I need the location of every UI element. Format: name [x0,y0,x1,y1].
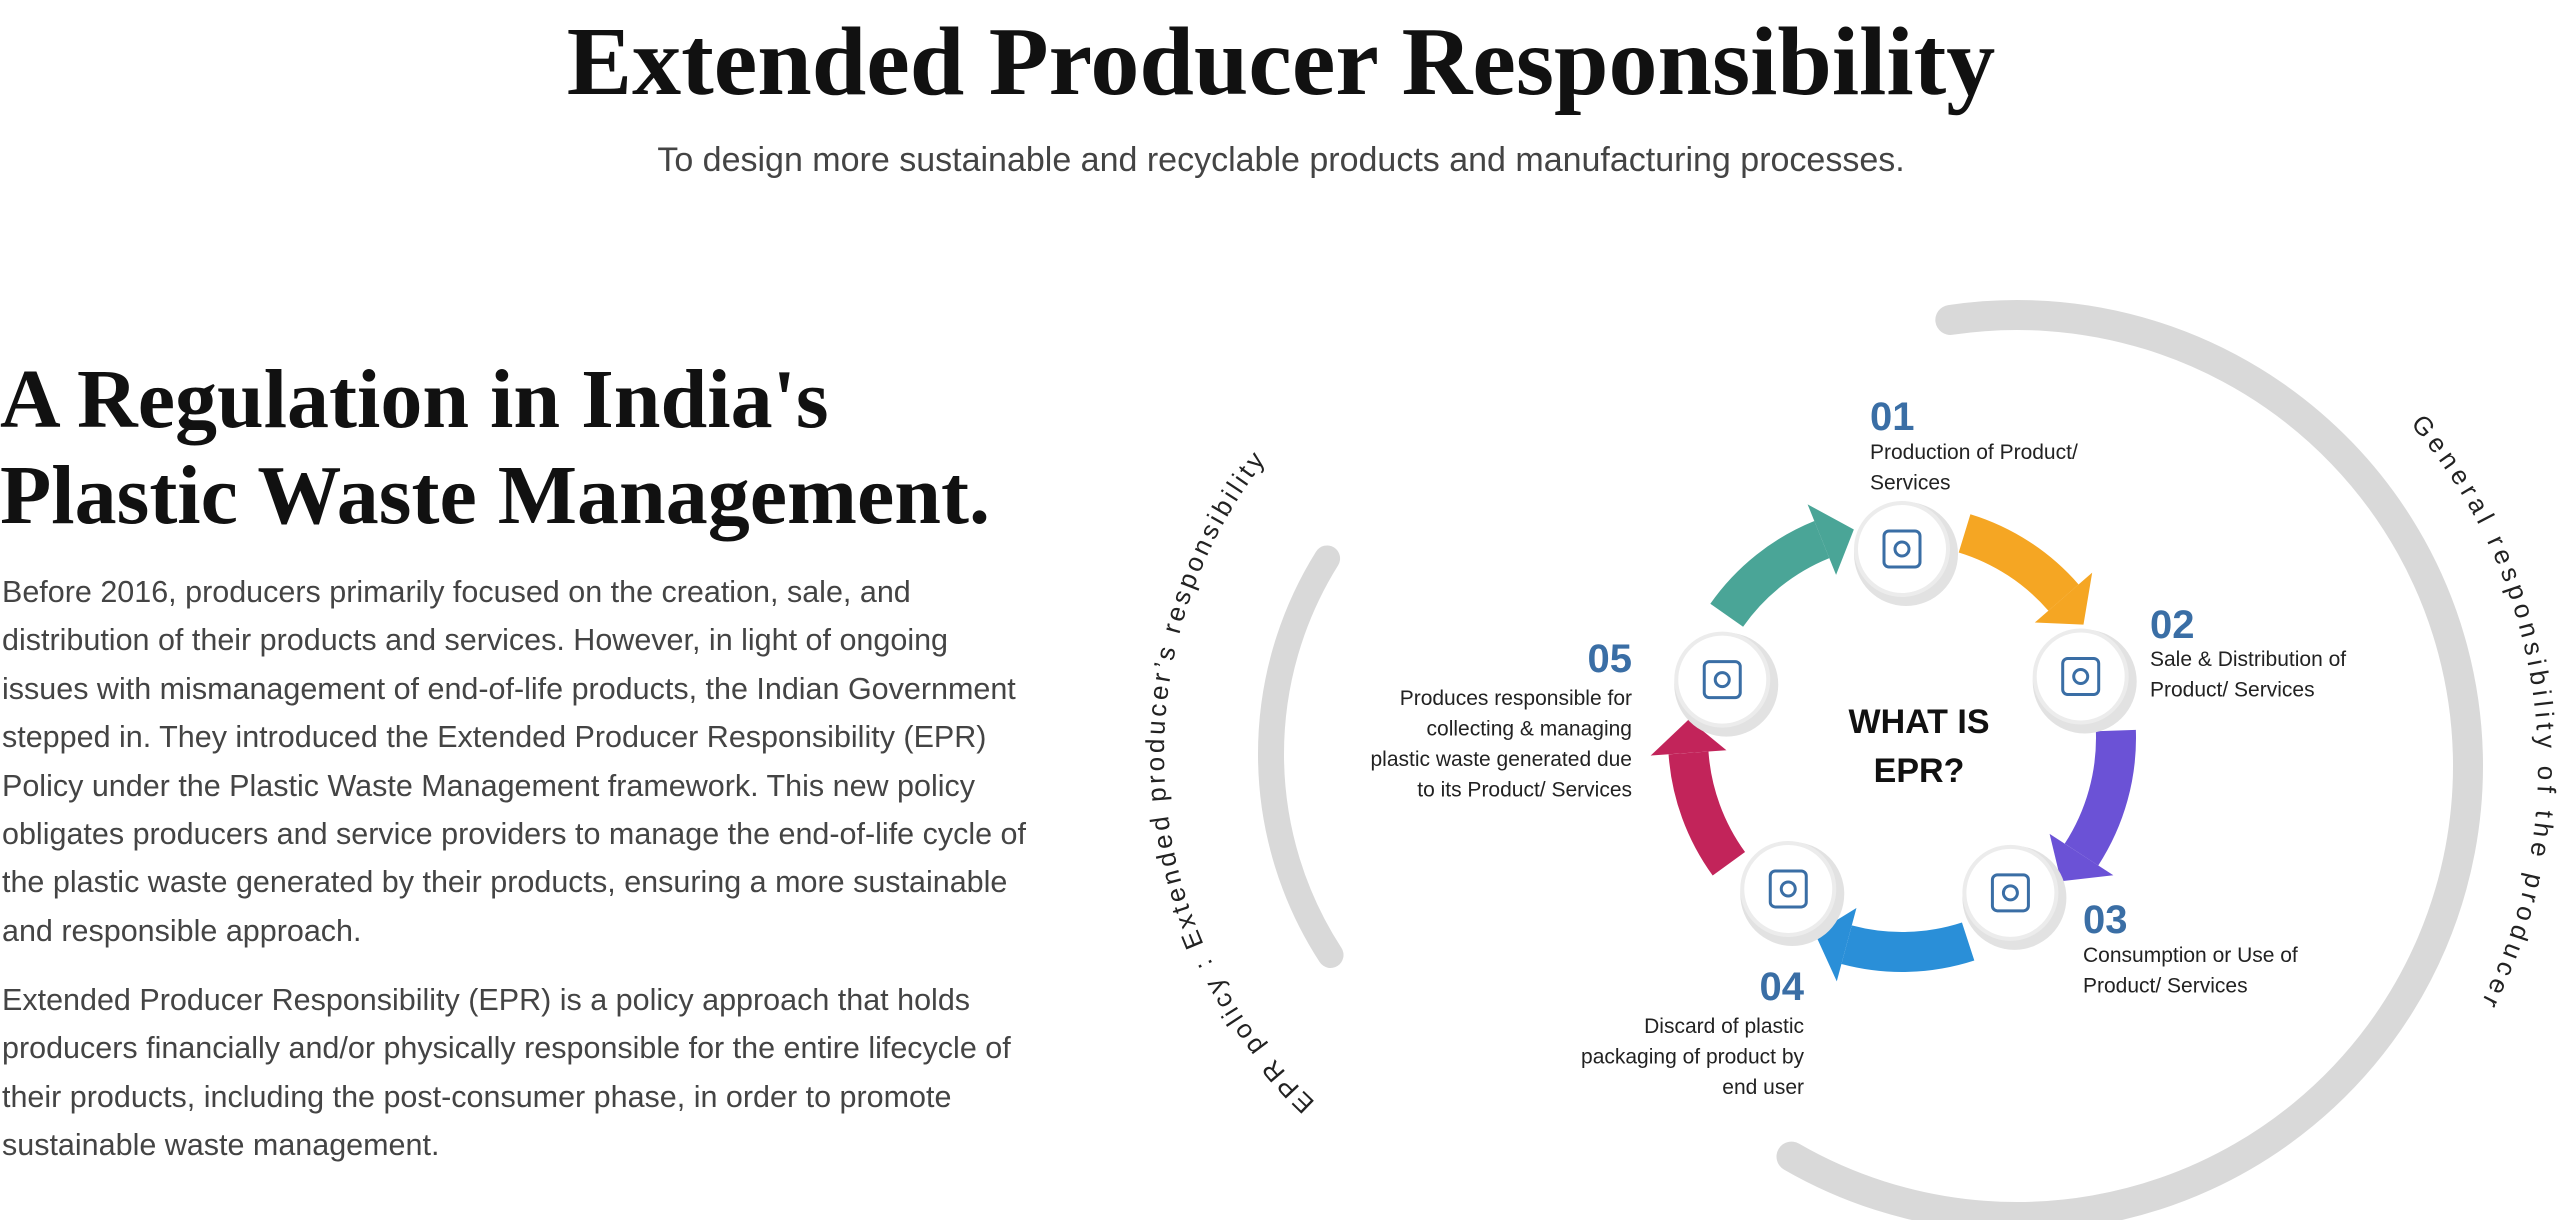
step-label: collecting & managing [1427,718,1632,741]
cycle-arrow [1841,922,1975,972]
page-title: Extended Producer Responsibility [566,8,1996,116]
step-number: 01 [1870,395,1915,439]
cycle [1650,501,2137,982]
paragraph: Extended Producer Responsibility (EPR) i… [2,983,1011,1163]
left-arc-text: EPR policy : Extended producer’s respons… [1140,443,1316,1119]
cycle-arrow [2064,729,2136,866]
step-label: Production of Product/ [1870,441,2078,464]
step-label: end user [1722,1076,1804,1099]
icon [2061,656,2101,696]
heading-line: A Regulation in India's [0,353,829,446]
paragraph: Before 2016, producers primarily focused… [2,575,1026,948]
arrow-head [1807,504,1854,575]
step-number: 03 [2083,898,2128,942]
section-heading: A Regulation in India's Plastic Waste Ma… [0,352,990,544]
step-label: Product/ Services [2083,975,2248,998]
center-text: EPR? [1874,752,1965,790]
step-label: Discard of plastic [1644,1015,1804,1038]
step-label: Produces responsible for [1400,687,1632,710]
right-ring [1776,300,2483,1220]
step-label: to its Product/ Services [1417,779,1632,802]
icon [1768,869,1808,909]
cycle-arrow [1668,751,1746,876]
icon [1702,660,1742,700]
step-number: 05 [1588,637,1633,681]
arrow-head [2049,833,2114,882]
icon-circle [1740,840,1837,937]
heading-line: Plastic Waste Management. [0,449,990,542]
icon-circle [2032,628,2129,725]
icon [1882,529,1922,569]
step-label: Sale & Distribution of [2150,648,2346,671]
step-number: 04 [1760,965,1805,1009]
icon-detail [1779,880,1797,898]
arrow-head [1650,719,1727,756]
page-subtitle: To design more sustainable and recyclabl… [657,141,1905,179]
step-label: Consumption or Use of [2083,944,2298,967]
arrow-head [2034,572,2093,625]
icon-circle [1962,844,2059,941]
step-label: Services [1870,472,1951,495]
arrow-head [1814,908,1857,982]
icon-circle [1674,631,1771,728]
left-arc-label: EPR policy : Extended producer’s respons… [1140,443,1320,1119]
step-number: 02 [2150,603,2195,647]
cycle-arrow [1958,514,2079,612]
icon-detail [1893,540,1911,558]
step-label: plastic waste generated due [1370,748,1632,771]
left-ring [1258,545,1344,968]
icon-circle [1854,501,1950,597]
step-label: Product/ Services [2150,679,2315,702]
center-text: WHAT IS [1848,703,1989,741]
icon-detail [2001,884,2019,902]
icon-detail [2072,667,2090,685]
cycle-arrow [1710,521,1830,628]
icon [1990,873,2030,913]
icon-detail [1713,671,1731,689]
step-label: packaging of product by [1581,1046,1804,1069]
